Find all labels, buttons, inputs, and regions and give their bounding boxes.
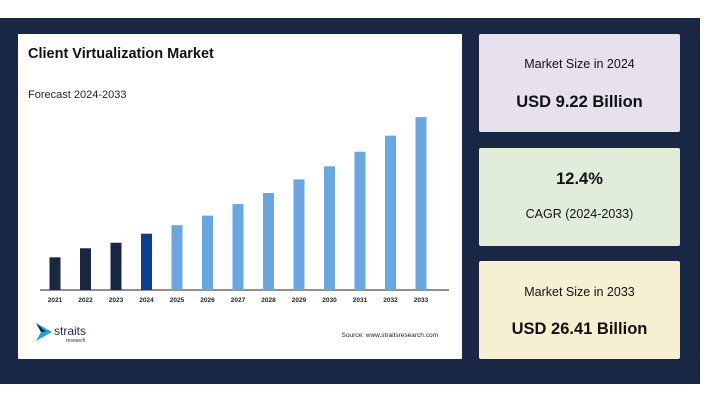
x-tick-label-2026: 2026 xyxy=(200,297,215,304)
bar-2026 xyxy=(202,215,213,290)
chart-subtitle: Forecast 2024-2033 xyxy=(28,89,127,101)
stat-card-market-2024: Market Size in 2024 USD 9.22 Billion xyxy=(479,34,680,132)
x-tick-label-2025: 2025 xyxy=(170,297,185,304)
x-tick-label-2021: 2021 xyxy=(48,297,63,304)
bar-2028 xyxy=(263,192,274,290)
x-tick-label-2023: 2023 xyxy=(109,297,124,304)
x-tick-label-2032: 2032 xyxy=(383,297,398,304)
bar-2022 xyxy=(80,248,91,290)
chart-card: Client Virtualization Market Forecast 20… xyxy=(18,34,462,359)
stat-label-market-2024: Market Size in 2024 xyxy=(524,57,635,71)
logo-subtext: research xyxy=(66,338,86,344)
logo-text: straits xyxy=(54,324,87,338)
stat-value-market-2033: USD 26.41 Billion xyxy=(511,320,648,338)
x-tick-label-2029: 2029 xyxy=(292,297,307,304)
bar-2031 xyxy=(354,151,366,290)
stat-label-cagr: CAGR (2024-2033) xyxy=(525,207,634,221)
x-tick-label-2024: 2024 xyxy=(139,297,154,304)
x-tick-label-2027: 2027 xyxy=(231,297,246,304)
bar-2025 xyxy=(171,225,183,290)
bar-2030 xyxy=(324,166,335,290)
x-tick-label-2031: 2031 xyxy=(353,297,368,304)
straits-logo-icon xyxy=(36,323,52,341)
bar-2024 xyxy=(141,233,152,290)
x-tick-label-2028: 2028 xyxy=(261,297,276,304)
stat-card-cagr: 12.4% CAGR (2024-2033) xyxy=(479,148,680,246)
stat-card-market-2033: Market Size in 2033 USD 26.41 Billion xyxy=(479,261,680,359)
x-tick-label-2030: 2030 xyxy=(322,297,337,304)
bar-2027 xyxy=(232,204,244,290)
stat-value-market-2024: USD 9.22 Billion xyxy=(516,93,643,111)
x-tick-label-2022: 2022 xyxy=(78,297,93,304)
bar-2029 xyxy=(293,179,305,290)
bar-2033 xyxy=(415,117,427,290)
source-text: Source: www.straitsresearch.com xyxy=(341,332,438,339)
bar-2032 xyxy=(385,135,396,290)
stat-label-market-2033: Market Size in 2033 xyxy=(524,285,635,299)
stat-value-cagr: 12.4% xyxy=(556,170,603,188)
bar-2021 xyxy=(49,257,61,290)
bar-2023 xyxy=(110,242,122,290)
chart-title: Client Virtualization Market xyxy=(28,46,214,62)
bar-chart: 2021 2022 2023 2024 2025 2026 2027 2028 2029 2030… xyxy=(40,117,449,304)
x-tick-label-2033: 2033 xyxy=(414,297,429,304)
